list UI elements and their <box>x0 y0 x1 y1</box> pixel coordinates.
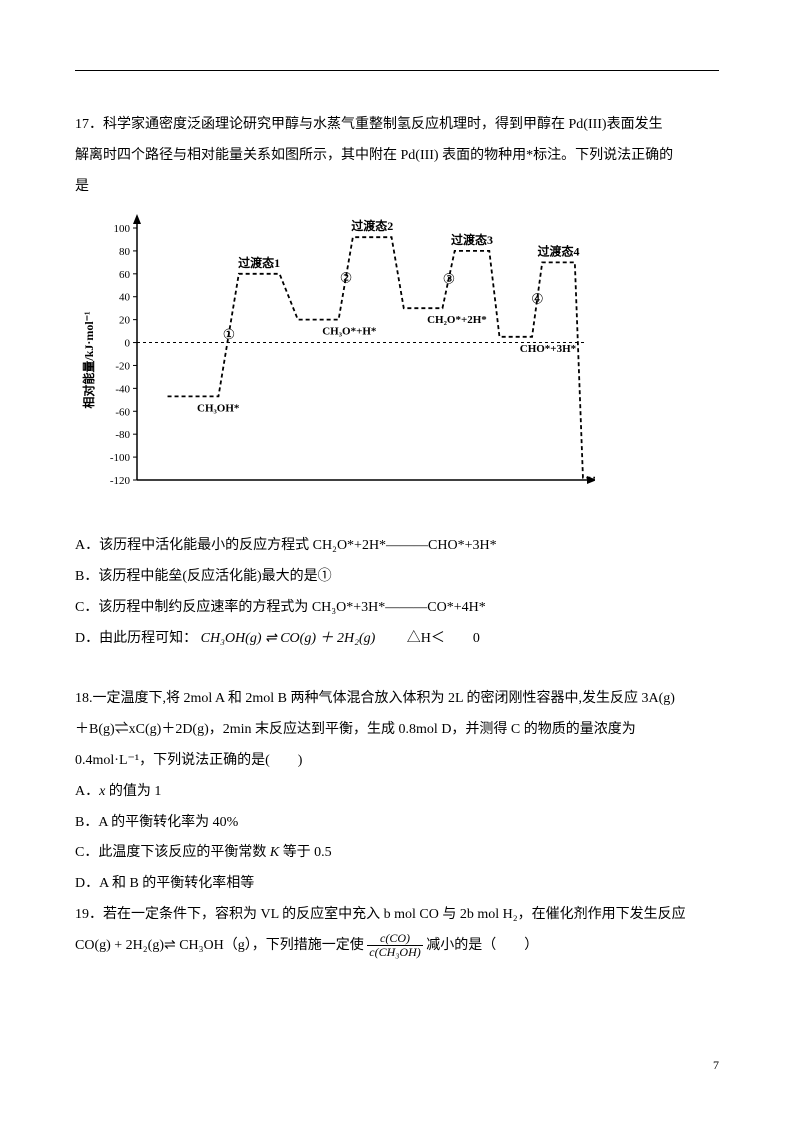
svg-text:CHO*+3H*: CHO*+3H* <box>520 343 577 355</box>
svg-text:80: 80 <box>119 246 131 258</box>
q18-option-c: C．此温度下该反应的平衡常数 K 等于 0.5 <box>75 838 719 869</box>
q17-stem-1: 17．科学家通密度泛函理论研究甲醇与水蒸气重整制氢反应机理时，得到甲醇在 Pd(… <box>75 110 719 141</box>
svg-text:40: 40 <box>119 292 131 304</box>
q17-option-d: D．由此历程可知： CH₃OH(g) ⇌ CO(g) ＋ 2H₂(g) △H＜ … <box>75 624 719 655</box>
q18-stem-2: ＋B(g)⇌xC(g)＋2D(g)，2min 末反应达到平衡，生成 0.8mol… <box>75 715 719 746</box>
q19-frac-num: c(CO) <box>367 932 423 946</box>
q19-pre: CO(g) + 2H₂(g)⇌ CH₃OH（g），下列措施一定使 <box>75 938 364 953</box>
q19-stem-2: CO(g) + 2H₂(g)⇌ CH₃OH（g），下列措施一定使 c(CO) c… <box>75 931 719 962</box>
svg-text:CH₃O*+H*: CH₃O*+H* <box>322 326 377 338</box>
svg-text:20: 20 <box>119 315 131 327</box>
svg-text:CH₂O*+2H*: CH₂O*+2H* <box>427 315 487 327</box>
svg-text:相对能量/kJ·mol⁻¹: 相对能量/kJ·mol⁻¹ <box>81 311 96 409</box>
page-number: 7 <box>713 1052 719 1078</box>
svg-text:①: ① <box>223 328 236 343</box>
svg-text:过渡态4: 过渡态4 <box>538 244 580 259</box>
question-17: 17．科学家通密度泛函理论研究甲醇与水蒸气重整制氢反应机理时，得到甲醇在 Pd(… <box>75 110 719 654</box>
header-rule <box>75 70 719 71</box>
q19-fraction: c(CO) c(CH₃OH) <box>367 932 423 959</box>
svg-text:③: ③ <box>443 273 456 288</box>
q19-frac-den: c(CH₃OH) <box>367 946 423 959</box>
q17-option-c: C．该历程中制约反应速率的方程式为 CH₃O*+3H*———CO*+4H* <box>75 593 719 624</box>
question-19: 19．若在一定条件下，容积为 VL 的反应室中充入 b mol CO 与 2b … <box>75 900 719 962</box>
svg-text:-20: -20 <box>115 361 130 373</box>
page-content: 17．科学家通密度泛函理论研究甲醇与水蒸气重整制氢反应机理时，得到甲醇在 Pd(… <box>0 0 794 1002</box>
q18-option-a: A．x 的值为 1 <box>75 777 719 808</box>
q17-stem-2: 解离时四个路径与相对能量关系如图所示，其中附在 Pd(III) 表面的物种用*标… <box>75 141 719 172</box>
q18-option-d: D．A 和 B 的平衡转化率相等 <box>75 869 719 900</box>
q17-option-a: A．该历程中活化能最小的反应方程式 CH₂O*+2H*———CHO*+3H* <box>75 531 719 562</box>
svg-text:过渡态1: 过渡态1 <box>238 255 280 270</box>
q19-stem-1: 19．若在一定条件下，容积为 VL 的反应室中充入 b mol CO 与 2b … <box>75 900 719 931</box>
svg-text:CH₃OH*: CH₃OH* <box>197 403 240 415</box>
question-18: 18.一定温度下,将 2mol A 和 2mol B 两种气体混合放入体积为 2… <box>75 684 719 900</box>
q18-stem-1: 18.一定温度下,将 2mol A 和 2mol B 两种气体混合放入体积为 2… <box>75 684 719 715</box>
svg-text:-100: -100 <box>110 452 131 464</box>
q18-option-b: B．A 的平衡转化率为 40% <box>75 808 719 839</box>
svg-text:100: 100 <box>114 223 131 235</box>
svg-text:-80: -80 <box>115 430 130 442</box>
q18-stem-3: 0.4mol·L⁻¹，下列说法正确的是( ) <box>75 746 719 777</box>
svg-text:-60: -60 <box>115 407 130 419</box>
svg-text:④: ④ <box>531 293 544 308</box>
q17-optD-eq: CH₃OH(g) ⇌ CO(g) ＋ 2H₂(g) <box>201 631 376 646</box>
svg-text:过渡态2: 过渡态2 <box>351 219 393 234</box>
svg-text:-40: -40 <box>115 384 130 396</box>
energy-diagram-svg: -120 -100 -80 -60 -40 -20 0 20 40 60 80 100 相对能量/kJ·… <box>75 210 595 510</box>
svg-text:②: ② <box>340 272 353 287</box>
q17-energy-diagram: -120 -100 -80 -60 -40 -20 0 20 40 60 80 100 相对能量/kJ·… <box>75 210 719 523</box>
svg-text:60: 60 <box>119 269 131 281</box>
svg-text:-120: -120 <box>110 475 131 487</box>
svg-text:过渡态3: 过渡态3 <box>451 232 493 247</box>
q17-stem-3: 是 <box>75 172 719 203</box>
q19-post: 减小的是（ ） <box>426 938 538 953</box>
q17-option-b: B．该历程中能垒(反应活化能)最大的是① <box>75 562 719 593</box>
svg-text:0: 0 <box>125 338 131 350</box>
q17-optD-post: △H＜ 0 <box>379 631 480 646</box>
q17-optD-pre: D．由此历程可知： <box>75 631 197 646</box>
